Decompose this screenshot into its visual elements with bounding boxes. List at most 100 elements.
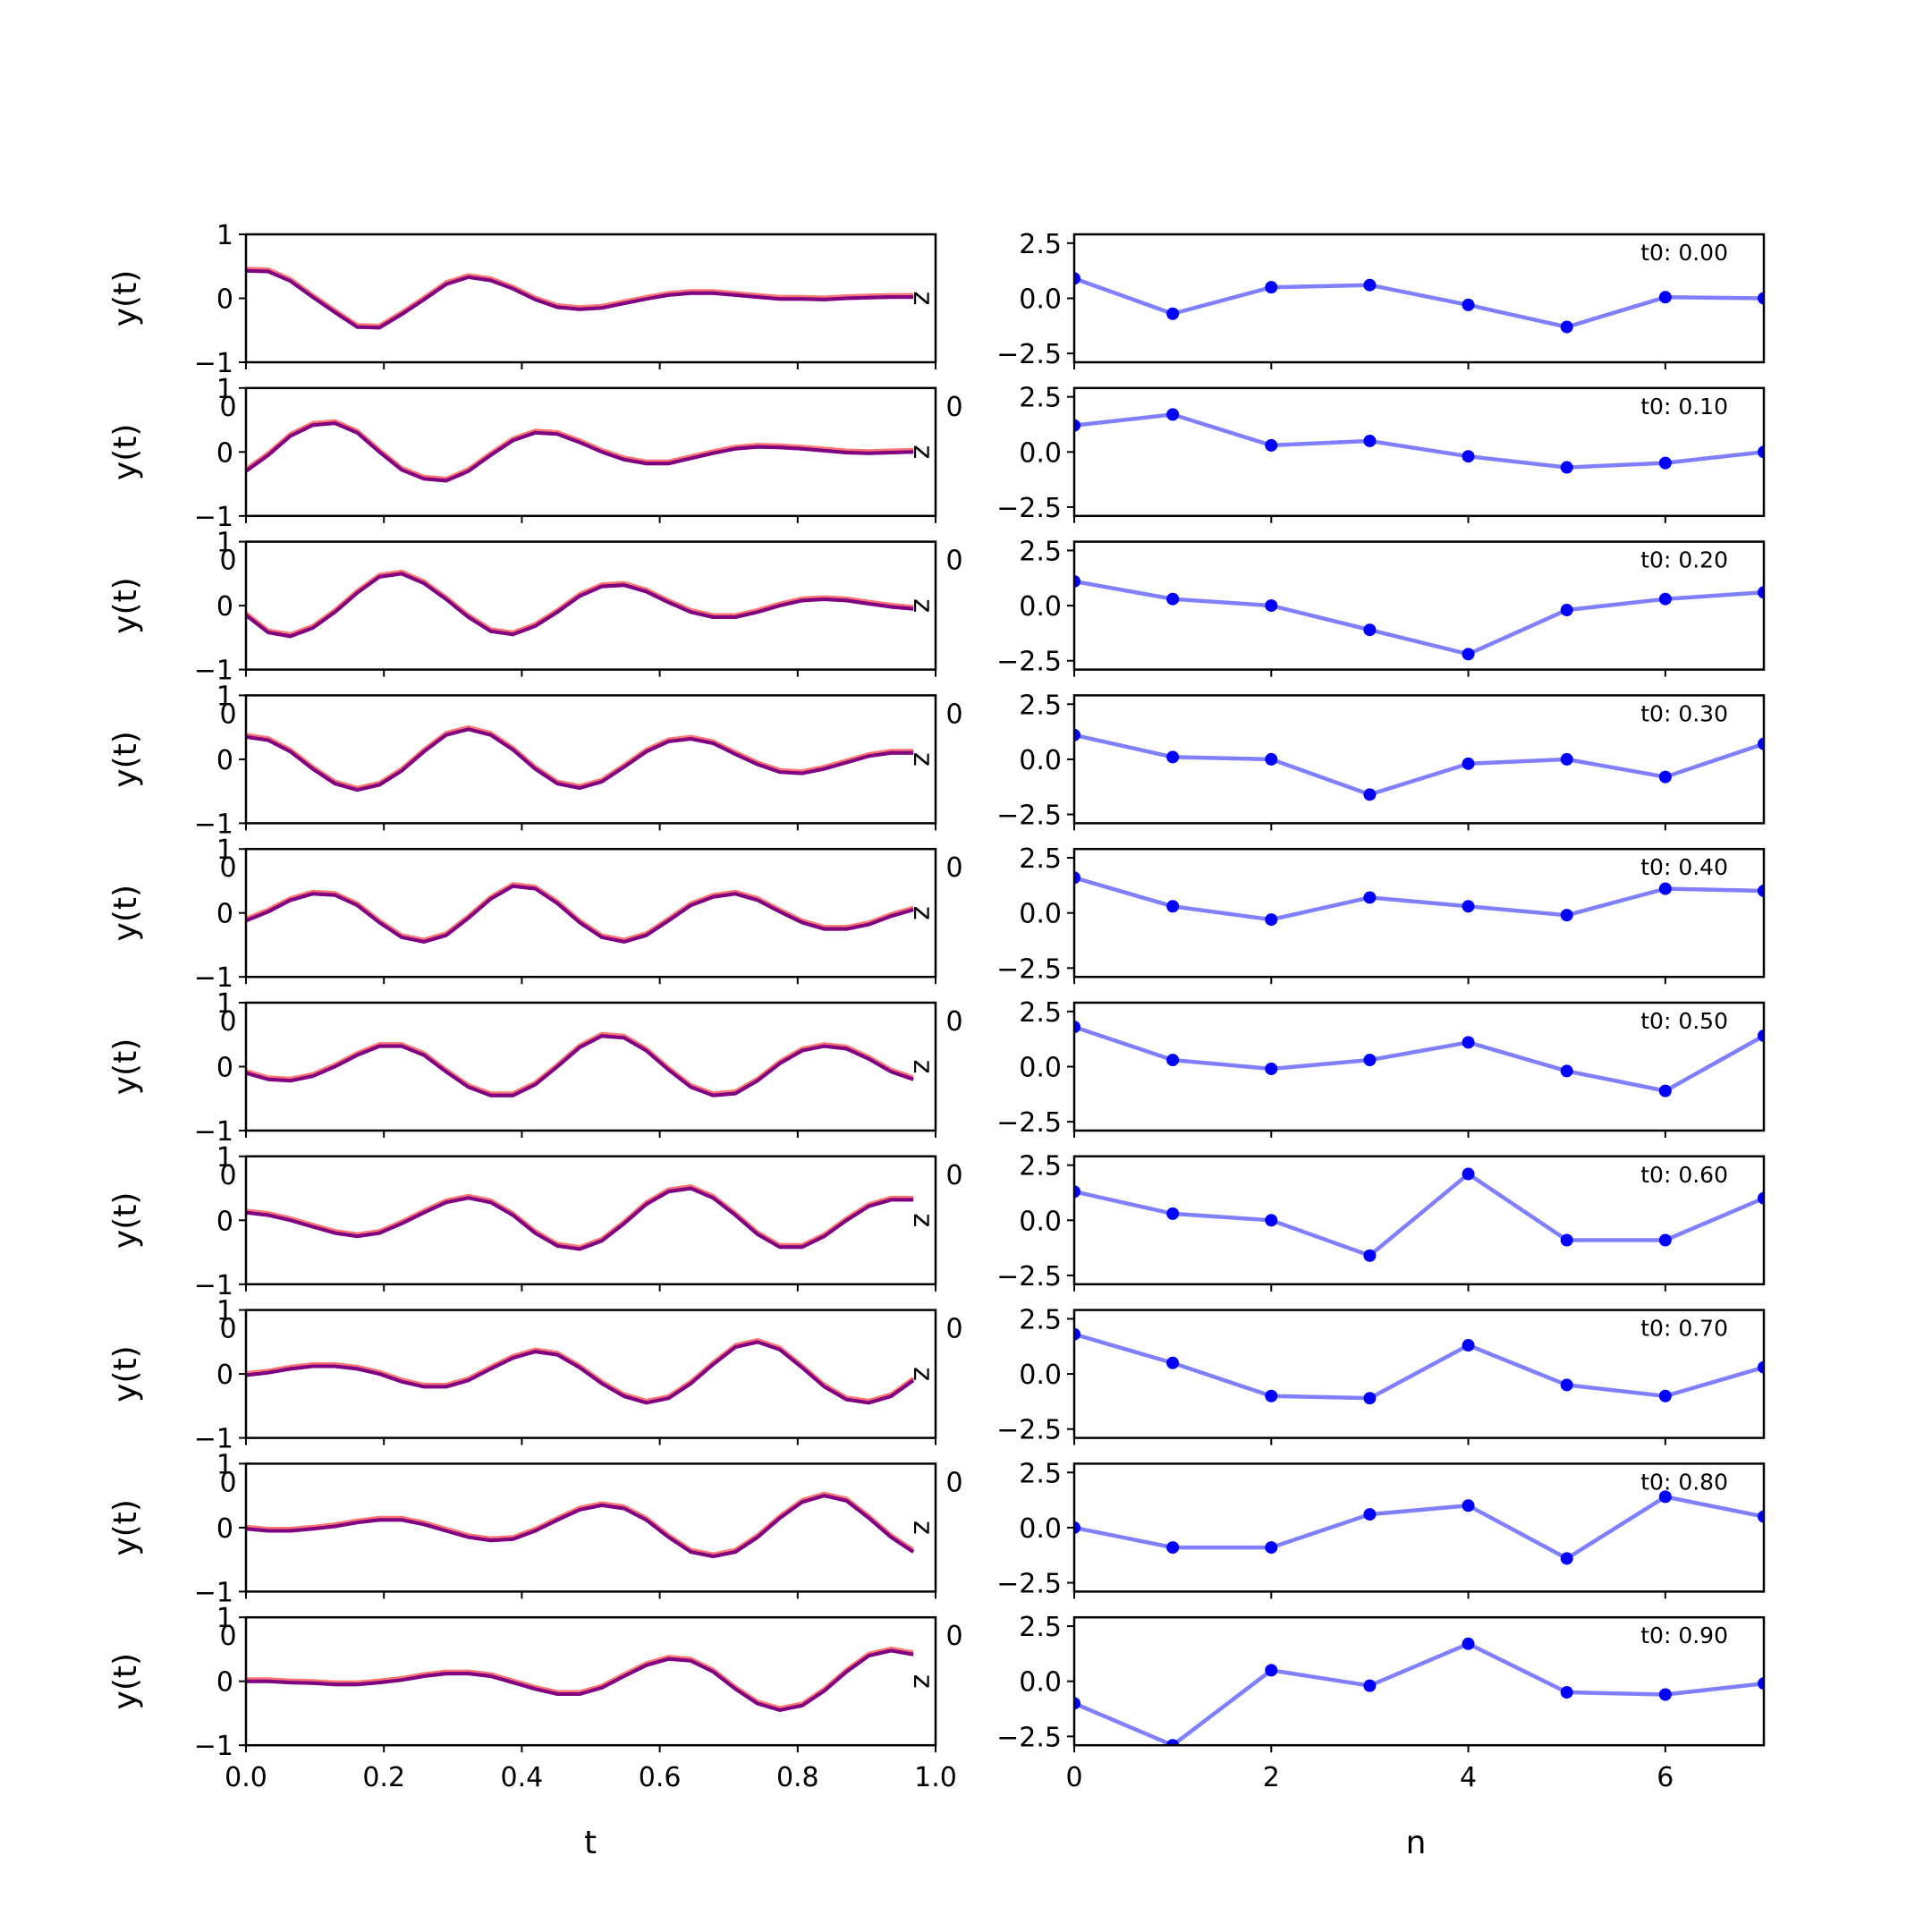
right-axes-frame bbox=[1072, 1001, 1766, 1132]
z-point bbox=[1265, 1541, 1278, 1555]
z-point bbox=[1462, 1339, 1475, 1352]
z-series-line bbox=[1074, 412, 1764, 470]
left-right-axis-label: z bbox=[907, 906, 938, 920]
left-y-tick-label: 1 bbox=[216, 988, 233, 1020]
right-y-tick-label: 0.0 bbox=[1019, 591, 1062, 623]
right-panel-7: 2.5 0.0 −2.5 t0: 0.70 bbox=[996, 1304, 1766, 1446]
left-y-axis-label: y(t) bbox=[107, 1499, 144, 1556]
t0-label: t0: 0.50 bbox=[1640, 1008, 1728, 1034]
z-point bbox=[1166, 1054, 1180, 1067]
t0-label: t0: 0.80 bbox=[1640, 1469, 1728, 1495]
z-point bbox=[1560, 909, 1573, 922]
overlap-tick-label: 0 bbox=[219, 699, 236, 730]
pred-series-overlay bbox=[245, 1034, 914, 1097]
right-y-tick-label: 0.0 bbox=[1019, 1206, 1062, 1237]
left-y-axis-label: y(t) bbox=[107, 577, 144, 634]
left-y-axis-label: y(t) bbox=[107, 1345, 144, 1402]
right-panel-6: 2.5 0.0 −2.5 t0: 0.60 bbox=[996, 1151, 1766, 1292]
z-point bbox=[1462, 1637, 1475, 1650]
right-y-tick-label: 2.5 bbox=[1019, 997, 1062, 1029]
left-y-tick-label: 0 bbox=[216, 899, 233, 930]
z-point bbox=[1560, 1378, 1573, 1392]
z-point bbox=[1758, 885, 1764, 898]
pred-series-line bbox=[245, 724, 914, 790]
left-panel-5: 10−10 0y(t) z bbox=[107, 988, 963, 1148]
right-x-tick-label: 6 bbox=[1657, 1762, 1674, 1793]
z-point bbox=[1265, 281, 1278, 294]
z-point bbox=[1265, 1664, 1278, 1677]
z-point bbox=[1166, 1739, 1180, 1746]
right-y-tick-label: 0.0 bbox=[1019, 899, 1062, 930]
right-axes-frame bbox=[1072, 1615, 1766, 1747]
right-y-tick-label: 0.0 bbox=[1019, 1360, 1062, 1391]
left-panel-8: 10−10 0y(t) z bbox=[107, 1449, 963, 1608]
overlap-tick-label: 0 bbox=[219, 546, 236, 577]
z-point bbox=[1265, 1214, 1278, 1227]
left-panel-6: 10−10 0y(t) z bbox=[107, 1142, 963, 1301]
pred-series-line bbox=[245, 1491, 915, 1556]
left-right-axis-label: z bbox=[907, 1367, 938, 1381]
left-y-tick-label: 0 bbox=[216, 1053, 233, 1084]
overlap-tick-label: 0 bbox=[945, 392, 962, 423]
z-series-line bbox=[1074, 1024, 1764, 1093]
z-point bbox=[1074, 1327, 1080, 1341]
z-point bbox=[1074, 1185, 1080, 1199]
z-point bbox=[1658, 770, 1672, 784]
z-point bbox=[1560, 1686, 1573, 1699]
pred-series-line bbox=[244, 419, 914, 481]
left-y-tick-label: 0 bbox=[216, 745, 233, 776]
z-point bbox=[1658, 1084, 1672, 1097]
z-point bbox=[1265, 438, 1278, 452]
left-right-axis-label: z bbox=[907, 1060, 938, 1074]
z-point bbox=[1560, 604, 1573, 617]
pred-series-overlay bbox=[245, 1340, 915, 1405]
left-y-tick-label: −1 bbox=[194, 1424, 233, 1455]
z-series bbox=[1074, 574, 1764, 661]
left-axes-frame bbox=[244, 1615, 937, 1747]
right-x-tick-label: 2 bbox=[1263, 1762, 1280, 1793]
z-point bbox=[1363, 623, 1377, 637]
pred-series-line bbox=[245, 1184, 914, 1250]
z-point bbox=[1560, 320, 1573, 334]
z-point bbox=[1462, 757, 1475, 770]
z-point bbox=[1758, 1677, 1764, 1690]
z-point bbox=[1758, 586, 1764, 599]
left-y-tick-label: −1 bbox=[194, 502, 233, 533]
overlap-tick-label: 0 bbox=[945, 546, 962, 577]
z-series bbox=[1074, 408, 1764, 474]
right-y-tick-label: −2.5 bbox=[996, 647, 1062, 678]
left-y-tick-label: 1 bbox=[216, 220, 233, 251]
z-point bbox=[1363, 788, 1377, 801]
z-point bbox=[1265, 1389, 1278, 1402]
left-panel-9: 10−10.0 0.2 0.4 0.6 0.8 1.00 0y(t) z bbox=[107, 1603, 963, 1793]
left-y-tick-label: −1 bbox=[194, 1731, 233, 1762]
z-point bbox=[1658, 291, 1672, 304]
right-axes-frame bbox=[1072, 694, 1766, 825]
right-axes-frame bbox=[1072, 1155, 1766, 1286]
right-y-tick-label: 0.0 bbox=[1019, 284, 1062, 316]
pred-series-overlay bbox=[244, 572, 914, 639]
left-y-tick-label: −1 bbox=[194, 962, 233, 994]
right-y-tick-label: 2.5 bbox=[1019, 536, 1062, 567]
left-axes-frame bbox=[244, 1155, 937, 1286]
t0-label: t0: 0.10 bbox=[1640, 394, 1728, 419]
right-y-tick-label: −2.5 bbox=[996, 1415, 1062, 1446]
z-point bbox=[1758, 737, 1764, 750]
z-point bbox=[1074, 419, 1080, 432]
left-right-axis-label: z bbox=[907, 1213, 938, 1227]
right-y-tick-label: 2.5 bbox=[1019, 1612, 1062, 1643]
right-axes-frame bbox=[1072, 233, 1766, 364]
right-y-tick-label: 2.5 bbox=[1019, 383, 1062, 414]
right-axes-frame bbox=[1072, 847, 1766, 979]
z-series bbox=[1074, 1637, 1764, 1746]
z-point bbox=[1363, 1392, 1377, 1405]
pred-series-line bbox=[245, 267, 914, 327]
z-series bbox=[1074, 1490, 1764, 1565]
left-y-tick-label: 0 bbox=[216, 437, 233, 469]
left-y-tick-label: 0 bbox=[216, 1513, 233, 1545]
pred-series-overlay bbox=[245, 884, 914, 944]
right-panel-0: 2.5 0.0 −2.5 t0: 0.00 bbox=[996, 229, 1766, 370]
right-y-tick-label: 0.0 bbox=[1019, 1053, 1062, 1084]
